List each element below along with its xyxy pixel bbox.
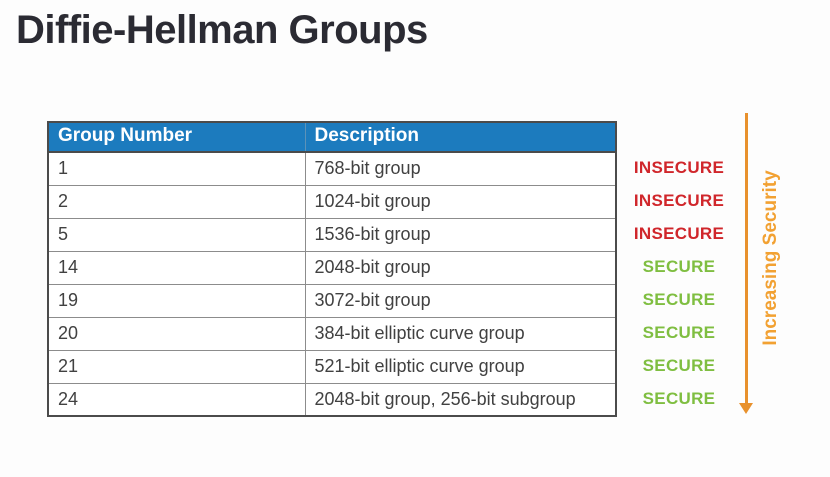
group-number-cell: 2 <box>47 184 306 219</box>
table-row: 2 1024-bit group <box>47 184 617 219</box>
header-row: Group Number Description <box>48 122 617 153</box>
group-number-cell: 20 <box>47 316 306 351</box>
description-cell: 2048-bit group, 256-bit subgroup <box>304 382 617 417</box>
table-row: 1 768-bit group <box>47 151 617 186</box>
status-label: INSECURE <box>633 158 725 178</box>
status-label: SECURE <box>642 322 716 342</box>
group-number-cell: 1 <box>47 151 306 186</box>
group-number-cell: 21 <box>47 349 306 384</box>
table-row: 19 3072-bit group <box>47 283 617 318</box>
description-cell: 768-bit group <box>304 151 617 186</box>
description-cell: 2048-bit group <box>304 250 617 285</box>
status-label: SECURE <box>642 257 716 277</box>
status-label: SECURE <box>642 388 716 408</box>
table-row: 14 2048-bit group <box>47 250 617 285</box>
increasing-security-label: Increasing Security <box>760 170 781 346</box>
status-label: SECURE <box>642 290 716 309</box>
increasing-security-arrow <box>745 113 748 404</box>
group-number-cell: 14 <box>47 250 306 285</box>
table-row: 24 2048-bit group, 256-bit subgroup <box>47 382 617 417</box>
column-header-description: Description <box>305 122 617 153</box>
column-header-group-number: Group Number <box>48 122 306 153</box>
description-cell: 521-bit elliptic curve group <box>304 349 617 384</box>
description-cell: 384-bit elliptic curve group <box>304 316 617 351</box>
status-column: INSECURE INSECURE INSECURE SECURE SECURE SECU… <box>616 152 742 415</box>
table-row: 20 384-bit elliptic curve group <box>47 316 617 351</box>
table-row: 21 521-bit elliptic curve group <box>47 349 617 384</box>
description-cell: 1536-bit group <box>304 217 617 252</box>
status-label: INSECURE <box>633 224 725 244</box>
group-number-cell: 5 <box>47 217 306 252</box>
table-header: Group Number Description <box>48 122 617 153</box>
status-label: INSECURE <box>633 191 725 211</box>
dh-groups-table: Group Number Description 1 768-bit group 2… <box>47 121 617 417</box>
group-number-cell: 19 <box>47 283 306 318</box>
arrow-down-icon <box>739 403 753 414</box>
status-label: SECURE <box>642 355 716 375</box>
dh-table-body: 1 768-bit group 2 1024-bit group 5 1536-bit g… <box>47 151 617 417</box>
description-cell: 3072-bit group <box>304 283 617 318</box>
table-row: 5 1536-bit group <box>47 217 617 252</box>
group-number-cell: 24 <box>47 382 306 417</box>
page-title: Diffie-Hellman Groups <box>16 8 428 52</box>
description-cell: 1024-bit group <box>304 184 617 219</box>
